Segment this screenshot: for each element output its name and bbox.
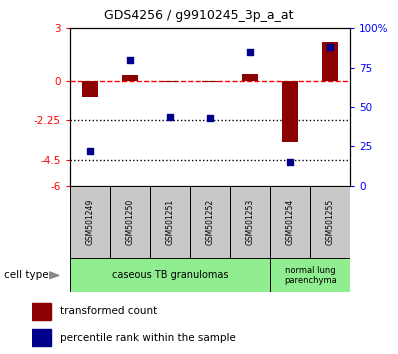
Text: GSM501252: GSM501252 xyxy=(205,199,215,245)
Bar xyxy=(122,75,138,81)
Bar xyxy=(242,74,258,81)
Bar xyxy=(230,186,270,258)
Bar xyxy=(70,258,270,292)
Text: GSM501253: GSM501253 xyxy=(246,199,255,245)
Point xyxy=(327,44,334,50)
Bar xyxy=(32,329,51,346)
Text: GDS4256 / g9910245_3p_a_at: GDS4256 / g9910245_3p_a_at xyxy=(104,9,294,22)
Text: GSM501250: GSM501250 xyxy=(125,199,134,245)
Text: GSM501255: GSM501255 xyxy=(326,199,335,245)
Bar xyxy=(82,81,98,97)
Point xyxy=(127,57,133,63)
Text: GSM501251: GSM501251 xyxy=(165,199,174,245)
Text: percentile rank within the sample: percentile rank within the sample xyxy=(60,333,236,343)
Bar xyxy=(322,42,338,81)
Bar xyxy=(270,186,310,258)
Bar xyxy=(70,186,110,258)
Bar xyxy=(110,186,150,258)
Bar xyxy=(162,81,178,82)
Bar xyxy=(270,258,350,292)
Text: normal lung
parenchyma: normal lung parenchyma xyxy=(284,266,337,285)
Polygon shape xyxy=(50,272,59,279)
Text: cell type: cell type xyxy=(4,270,49,280)
Text: transformed count: transformed count xyxy=(60,306,157,316)
Text: caseous TB granulomas: caseous TB granulomas xyxy=(111,270,228,280)
Point xyxy=(287,159,293,165)
Bar xyxy=(190,186,230,258)
Bar xyxy=(150,186,190,258)
Bar xyxy=(32,303,51,320)
Text: GSM501249: GSM501249 xyxy=(85,199,94,245)
Point xyxy=(247,49,253,55)
Bar xyxy=(282,81,298,142)
Point xyxy=(167,114,173,119)
Point xyxy=(207,115,213,121)
Text: GSM501254: GSM501254 xyxy=(286,199,295,245)
Bar xyxy=(202,81,218,82)
Point xyxy=(86,148,93,154)
Bar xyxy=(310,186,350,258)
